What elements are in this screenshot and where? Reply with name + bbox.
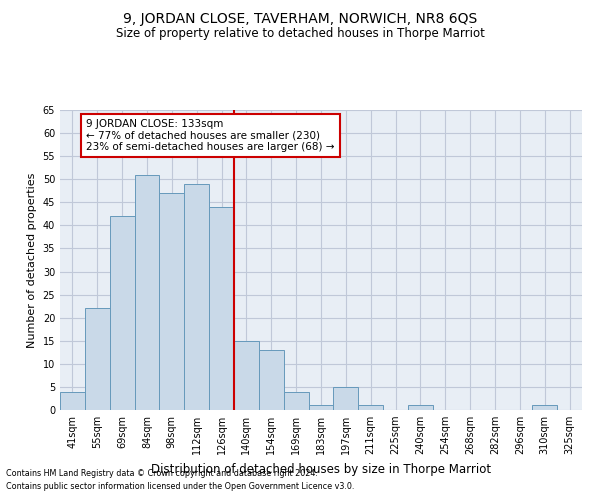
Bar [284, 392, 308, 410]
Text: Contains HM Land Registry data © Crown copyright and database right 2024.: Contains HM Land Registry data © Crown c… [6, 468, 318, 477]
Bar [358, 406, 383, 410]
Bar [160, 193, 184, 410]
Bar [209, 207, 234, 410]
Y-axis label: Number of detached properties: Number of detached properties [27, 172, 37, 348]
X-axis label: Distribution of detached houses by size in Thorpe Marriot: Distribution of detached houses by size … [151, 462, 491, 475]
Bar [110, 216, 134, 410]
Text: Size of property relative to detached houses in Thorpe Marriot: Size of property relative to detached ho… [116, 28, 484, 40]
Bar [60, 392, 85, 410]
Bar [308, 406, 334, 410]
Bar [532, 406, 557, 410]
Bar [408, 406, 433, 410]
Text: 9, JORDAN CLOSE, TAVERHAM, NORWICH, NR8 6QS: 9, JORDAN CLOSE, TAVERHAM, NORWICH, NR8 … [123, 12, 477, 26]
Bar [85, 308, 110, 410]
Bar [134, 174, 160, 410]
Bar [334, 387, 358, 410]
Text: Contains public sector information licensed under the Open Government Licence v3: Contains public sector information licen… [6, 482, 355, 491]
Text: 9 JORDAN CLOSE: 133sqm
← 77% of detached houses are smaller (230)
23% of semi-de: 9 JORDAN CLOSE: 133sqm ← 77% of detached… [86, 119, 335, 152]
Bar [184, 184, 209, 410]
Bar [259, 350, 284, 410]
Bar [234, 341, 259, 410]
